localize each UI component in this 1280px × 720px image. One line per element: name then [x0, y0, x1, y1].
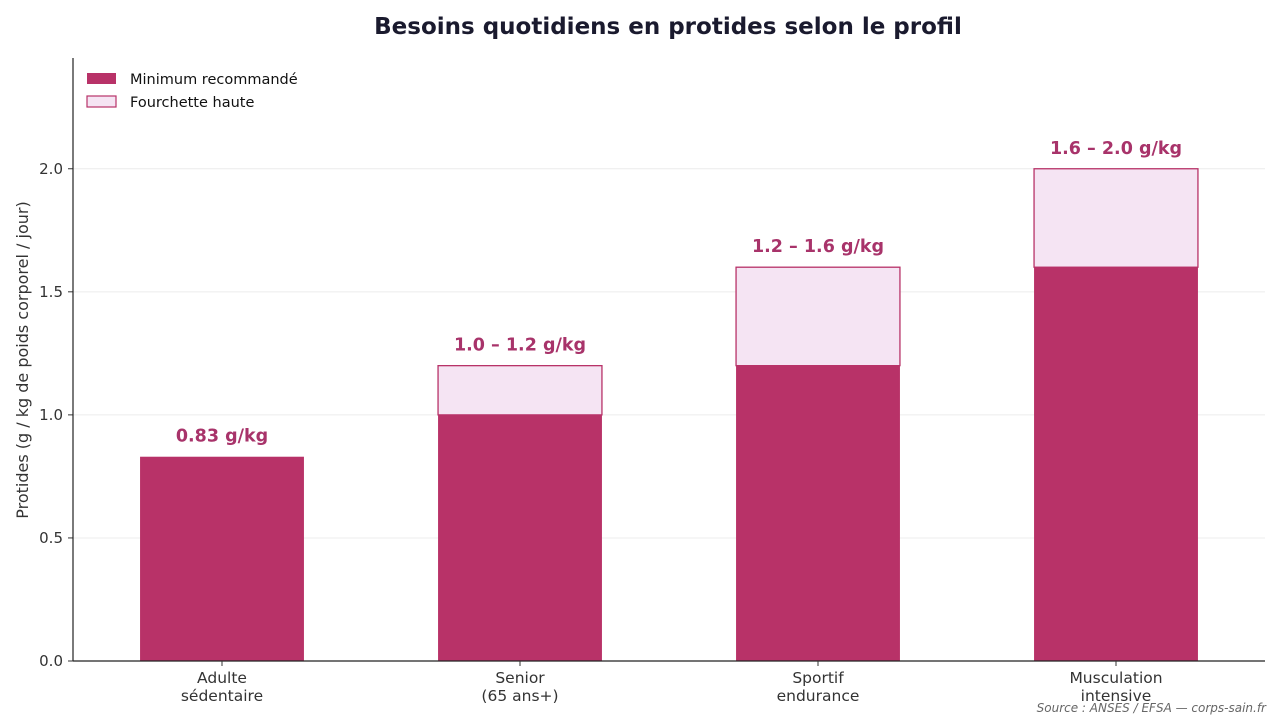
- data-label: 0.83 g/kg: [176, 427, 268, 447]
- bar-minimum: [1034, 267, 1198, 661]
- y-tick-label: 0.5: [39, 529, 63, 547]
- x-category-label: endurance: [777, 687, 860, 705]
- x-category-label: intensive: [1081, 687, 1152, 705]
- x-category-label: sédentaire: [181, 687, 263, 705]
- bar-upper-range: [1033, 168, 1199, 268]
- y-tick-labels: 0.0 0.5 1.0 1.5 2.0: [39, 160, 63, 670]
- y-tick-label: 1.0: [39, 406, 63, 424]
- y-tick-label: 2.0: [39, 160, 63, 178]
- legend-swatch-minimum: [87, 73, 116, 84]
- x-category-label: (65 ans+): [481, 687, 558, 705]
- chart-title: Besoins quotidiens en protides selon le …: [374, 14, 962, 40]
- bar-minimum: [736, 365, 900, 661]
- y-axis-label: Protides (g / kg de poids corporel / jou…: [13, 201, 32, 518]
- bars: [140, 168, 1199, 661]
- bar-upper-range: [735, 266, 901, 367]
- source-note: Source : ANSES / EFSA — corps-sain.fr: [1037, 701, 1267, 715]
- x-category-label: Adulte: [197, 669, 247, 687]
- legend: Minimum recommandé Fourchette haute: [86, 72, 298, 111]
- data-label: 1.2 – 1.6 g/kg: [752, 237, 884, 257]
- legend-label-upper: Fourchette haute: [130, 95, 254, 111]
- legend-label-minimum: Minimum recommandé: [130, 72, 298, 88]
- data-label: 1.0 – 1.2 g/kg: [454, 336, 586, 356]
- x-category-label: Senior: [495, 669, 545, 687]
- x-category-label: Sportif: [792, 669, 844, 687]
- bar-minimum: [140, 456, 304, 661]
- data-label: 1.6 – 2.0 g/kg: [1050, 139, 1182, 159]
- bar-upper-range: [437, 365, 603, 416]
- legend-swatch-upper: [86, 95, 117, 108]
- axes: [72, 58, 1265, 662]
- data-labels: 0.83 g/kg 1.0 – 1.2 g/kg 1.2 – 1.6 g/kg 1.6…: [176, 139, 1182, 447]
- x-category-label: Musculation: [1069, 669, 1162, 687]
- y-tick-label: 0.0: [39, 652, 63, 670]
- y-tick-label: 1.5: [39, 283, 63, 301]
- bar-minimum: [438, 414, 602, 661]
